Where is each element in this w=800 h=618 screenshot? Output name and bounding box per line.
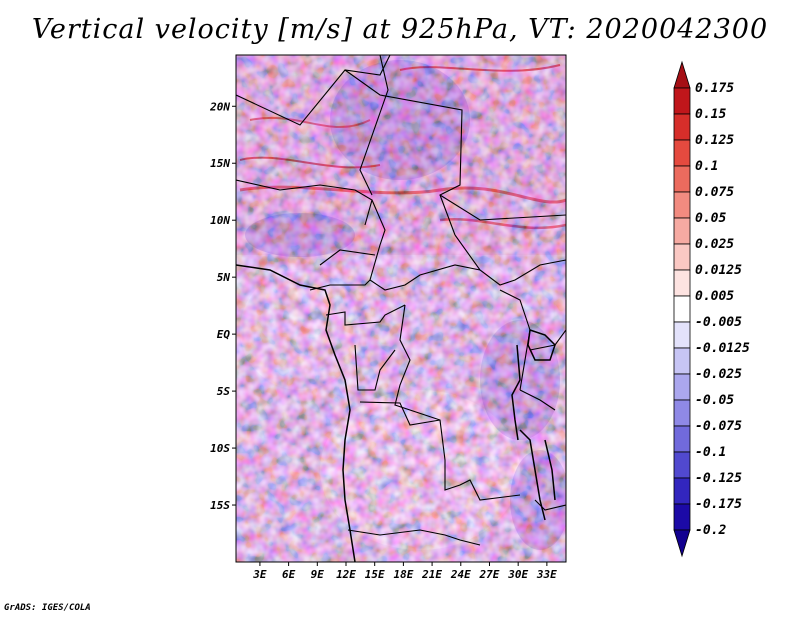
longitude-labels: 3E 6E 9E 12E 15E 18E 21E 24E 27E 30E 33E bbox=[252, 562, 557, 581]
country-borders bbox=[236, 55, 566, 546]
colorbar-swatch bbox=[673, 217, 691, 245]
map-frame bbox=[235, 54, 567, 563]
colorbar-label: 0.15 bbox=[695, 107, 726, 122]
colorbar-label: 0.175 bbox=[695, 81, 734, 96]
lat-label: 20N bbox=[209, 100, 230, 113]
colorbar-label: -0.125 bbox=[695, 471, 742, 486]
latitude-labels: 20N 15N 10N 5N EQ 5S 10S 15S bbox=[209, 100, 236, 512]
lon-label: 21E bbox=[421, 568, 442, 581]
colorbar-swatch bbox=[673, 347, 691, 375]
lat-label: 5S bbox=[217, 385, 231, 398]
coastlines bbox=[236, 264, 556, 562]
colorbar-swatch bbox=[673, 451, 691, 479]
lat-label: 10N bbox=[210, 214, 230, 227]
colorbar-swatch bbox=[673, 321, 691, 349]
lon-label: 12E bbox=[336, 568, 356, 581]
lat-label: EQ bbox=[217, 328, 231, 341]
colorbar-label: -0.075 bbox=[695, 419, 742, 434]
colorbar-swatch bbox=[673, 139, 691, 167]
colorbar-label: 0.0125 bbox=[695, 263, 742, 278]
colorbar-swatch bbox=[673, 243, 691, 271]
lon-label: 30E bbox=[507, 568, 528, 581]
colorbar-swatch bbox=[673, 191, 691, 219]
colorbar-label: -0.0125 bbox=[695, 341, 750, 356]
lon-label: 33E bbox=[536, 568, 557, 581]
lat-label: 10S bbox=[210, 442, 230, 455]
grads-credit: GrADS: IGES/COLA bbox=[4, 603, 91, 613]
colorbar-swatch bbox=[673, 295, 691, 323]
lon-label: 9E bbox=[311, 568, 325, 581]
colorbar-swatch bbox=[673, 165, 691, 193]
colorbar-swatch bbox=[673, 373, 691, 401]
colorbar-swatch bbox=[673, 477, 691, 505]
colorbar-swatch bbox=[673, 399, 691, 427]
lon-label: 27E bbox=[479, 568, 500, 581]
colorbar-label: -0.005 bbox=[695, 315, 742, 330]
lat-label: 15S bbox=[210, 499, 230, 512]
colorbar-label: 0.005 bbox=[695, 289, 734, 304]
colorbar-swatch bbox=[673, 269, 691, 297]
map-title: Vertical velocity [m/s] at 925hPa, VT: 2… bbox=[31, 14, 769, 45]
colorbar-label: 0.125 bbox=[695, 133, 734, 148]
colorbar-label: -0.025 bbox=[695, 367, 742, 382]
lon-label: 15E bbox=[365, 568, 385, 581]
lat-label: 15N bbox=[210, 157, 230, 170]
colorbar-label: 0.1 bbox=[695, 159, 718, 174]
lon-label: 3E bbox=[252, 568, 267, 581]
lat-label: 5N bbox=[217, 271, 231, 284]
colorbar-label: -0.175 bbox=[695, 497, 742, 512]
colorbar-label: 0.05 bbox=[695, 211, 726, 226]
colorbar-swatch bbox=[673, 113, 691, 141]
lon-label: 18E bbox=[393, 568, 413, 581]
velocity-field bbox=[236, 55, 566, 562]
lon-label: 6E bbox=[282, 568, 296, 581]
colorbar-swatch bbox=[673, 425, 691, 453]
colorbar-swatch bbox=[673, 60, 691, 89]
colorbar-label: 0.025 bbox=[695, 237, 734, 252]
colorbar-swatch bbox=[673, 503, 691, 531]
lon-label: 24E bbox=[450, 568, 471, 581]
colorbar-label: -0.2 bbox=[695, 523, 726, 538]
colorbar: 0.175 0.15 0.125 0.1 0.075 0.05 0.025 0.0125 0.0… bbox=[673, 60, 750, 558]
colorbar-swatch bbox=[673, 529, 691, 558]
colorbar-label: -0.1 bbox=[695, 445, 726, 460]
colorbar-label: -0.05 bbox=[695, 393, 734, 408]
colorbar-swatch bbox=[673, 87, 691, 115]
colorbar-label: 0.075 bbox=[695, 185, 734, 200]
